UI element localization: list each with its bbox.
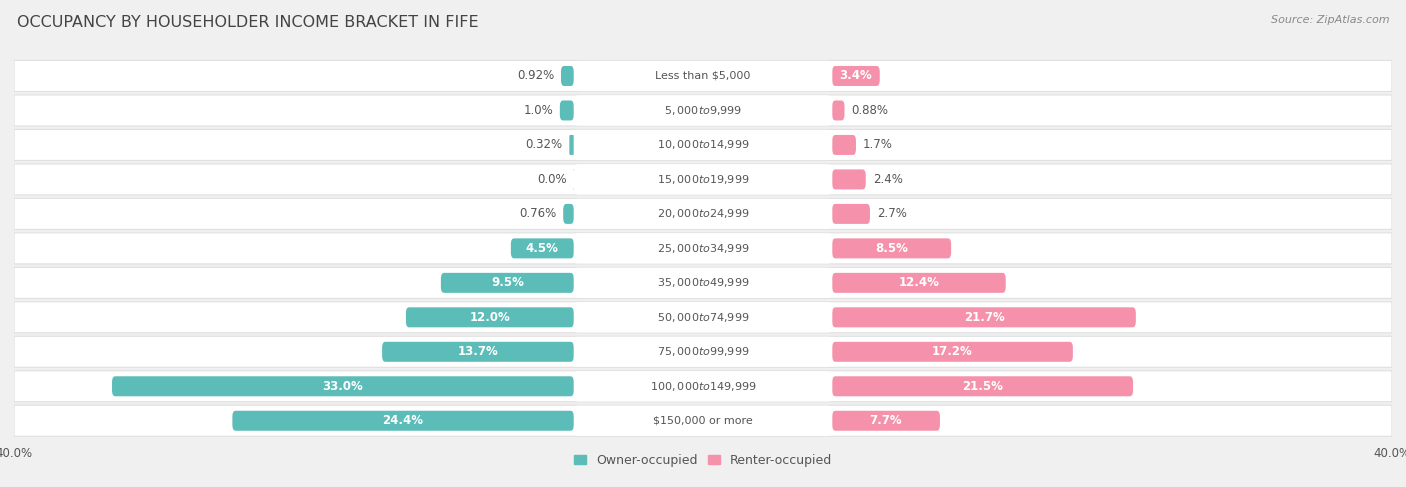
- Text: 0.32%: 0.32%: [526, 138, 562, 151]
- FancyBboxPatch shape: [14, 60, 1392, 92]
- FancyBboxPatch shape: [14, 130, 1392, 160]
- Text: $75,000 to $99,999: $75,000 to $99,999: [657, 345, 749, 358]
- Text: 9.5%: 9.5%: [491, 276, 524, 289]
- FancyBboxPatch shape: [574, 61, 832, 91]
- Text: 12.4%: 12.4%: [898, 276, 939, 289]
- FancyBboxPatch shape: [832, 238, 950, 259]
- Text: $15,000 to $19,999: $15,000 to $19,999: [657, 173, 749, 186]
- FancyBboxPatch shape: [574, 406, 832, 436]
- FancyBboxPatch shape: [561, 66, 574, 86]
- Text: $150,000 or more: $150,000 or more: [654, 416, 752, 426]
- FancyBboxPatch shape: [510, 238, 574, 259]
- Text: OCCUPANCY BY HOUSEHOLDER INCOME BRACKET IN FIFE: OCCUPANCY BY HOUSEHOLDER INCOME BRACKET …: [17, 15, 478, 30]
- Text: $25,000 to $34,999: $25,000 to $34,999: [657, 242, 749, 255]
- Text: $100,000 to $149,999: $100,000 to $149,999: [650, 380, 756, 393]
- FancyBboxPatch shape: [574, 199, 832, 229]
- FancyBboxPatch shape: [569, 135, 574, 155]
- FancyBboxPatch shape: [14, 95, 1392, 126]
- Text: 0.88%: 0.88%: [852, 104, 889, 117]
- Text: 7.7%: 7.7%: [870, 414, 903, 427]
- Text: Less than $5,000: Less than $5,000: [655, 71, 751, 81]
- FancyBboxPatch shape: [832, 66, 880, 86]
- FancyBboxPatch shape: [112, 376, 574, 396]
- FancyBboxPatch shape: [14, 233, 1392, 264]
- FancyBboxPatch shape: [574, 169, 575, 189]
- FancyBboxPatch shape: [406, 307, 574, 327]
- FancyBboxPatch shape: [574, 164, 832, 195]
- Text: 2.7%: 2.7%: [877, 207, 907, 221]
- FancyBboxPatch shape: [564, 204, 574, 224]
- Text: 12.0%: 12.0%: [470, 311, 510, 324]
- FancyBboxPatch shape: [832, 169, 866, 189]
- Text: 3.4%: 3.4%: [839, 70, 872, 82]
- Text: 0.92%: 0.92%: [517, 70, 554, 82]
- Text: 24.4%: 24.4%: [382, 414, 423, 427]
- Text: 21.5%: 21.5%: [962, 380, 1002, 393]
- Text: 0.76%: 0.76%: [519, 207, 557, 221]
- FancyBboxPatch shape: [574, 268, 832, 298]
- FancyBboxPatch shape: [232, 411, 574, 431]
- Text: 33.0%: 33.0%: [322, 380, 363, 393]
- FancyBboxPatch shape: [832, 273, 1005, 293]
- FancyBboxPatch shape: [832, 376, 1133, 396]
- FancyBboxPatch shape: [14, 371, 1392, 402]
- FancyBboxPatch shape: [574, 233, 832, 263]
- Text: 17.2%: 17.2%: [932, 345, 973, 358]
- Text: $10,000 to $14,999: $10,000 to $14,999: [657, 138, 749, 151]
- FancyBboxPatch shape: [832, 307, 1136, 327]
- FancyBboxPatch shape: [832, 342, 1073, 362]
- FancyBboxPatch shape: [574, 337, 832, 367]
- FancyBboxPatch shape: [14, 405, 1392, 436]
- Text: 1.0%: 1.0%: [523, 104, 553, 117]
- Text: 13.7%: 13.7%: [457, 345, 498, 358]
- FancyBboxPatch shape: [574, 371, 832, 401]
- FancyBboxPatch shape: [832, 411, 941, 431]
- FancyBboxPatch shape: [574, 95, 832, 126]
- FancyBboxPatch shape: [560, 100, 574, 120]
- Text: 4.5%: 4.5%: [526, 242, 558, 255]
- Text: $35,000 to $49,999: $35,000 to $49,999: [657, 276, 749, 289]
- Text: $5,000 to $9,999: $5,000 to $9,999: [664, 104, 742, 117]
- FancyBboxPatch shape: [382, 342, 574, 362]
- FancyBboxPatch shape: [14, 302, 1392, 333]
- Text: 2.4%: 2.4%: [873, 173, 903, 186]
- Text: Source: ZipAtlas.com: Source: ZipAtlas.com: [1271, 15, 1389, 25]
- Text: $20,000 to $24,999: $20,000 to $24,999: [657, 207, 749, 221]
- FancyBboxPatch shape: [832, 204, 870, 224]
- FancyBboxPatch shape: [574, 130, 832, 160]
- FancyBboxPatch shape: [441, 273, 574, 293]
- FancyBboxPatch shape: [832, 100, 845, 120]
- FancyBboxPatch shape: [14, 164, 1392, 195]
- Text: 8.5%: 8.5%: [875, 242, 908, 255]
- Text: 0.0%: 0.0%: [537, 173, 567, 186]
- FancyBboxPatch shape: [14, 198, 1392, 229]
- FancyBboxPatch shape: [832, 135, 856, 155]
- FancyBboxPatch shape: [574, 302, 832, 333]
- FancyBboxPatch shape: [14, 337, 1392, 367]
- Text: 21.7%: 21.7%: [963, 311, 1004, 324]
- FancyBboxPatch shape: [14, 267, 1392, 299]
- Text: $50,000 to $74,999: $50,000 to $74,999: [657, 311, 749, 324]
- Legend: Owner-occupied, Renter-occupied: Owner-occupied, Renter-occupied: [568, 449, 838, 472]
- Text: 1.7%: 1.7%: [863, 138, 893, 151]
